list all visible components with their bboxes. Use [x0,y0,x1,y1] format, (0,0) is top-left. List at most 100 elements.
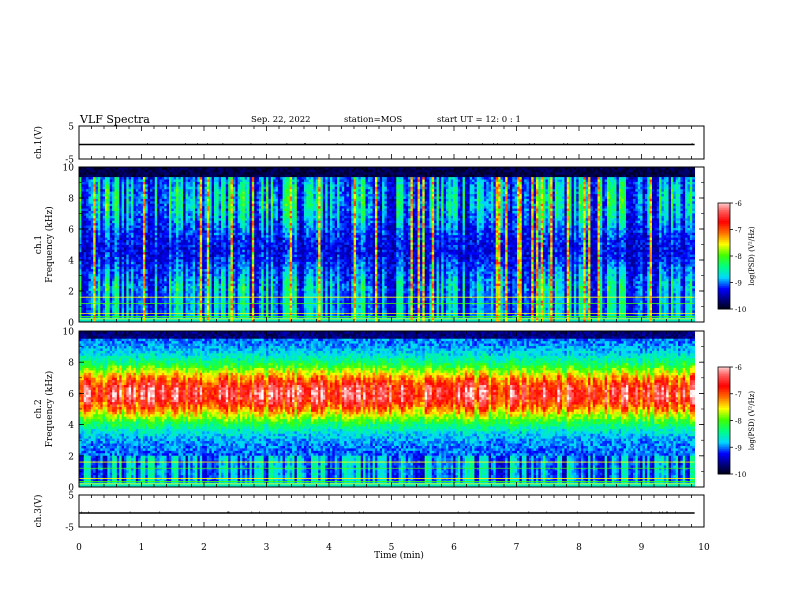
spectrogram-cell [164,179,168,182]
spectrogram-cell [102,208,106,211]
spectrogram-cell [119,261,123,265]
spectrogram-cell [202,295,205,299]
spectrogram-cell [173,200,177,204]
spectrogram-cell [173,305,177,308]
spectrogram-cell [79,273,82,277]
spectrogram-cell [242,198,246,202]
spectrogram-cell [166,261,170,265]
spectrogram-cell [123,302,127,306]
spectrogram-cell [249,307,253,311]
spectrogram-cell [119,171,123,175]
spectrogram-cell [223,263,227,267]
spectrogram-cell [244,261,248,265]
spectrogram-cell [180,295,184,299]
spectrogram-cell [164,205,168,209]
spectrogram-cell [112,251,115,255]
spectrogram-cell [126,237,130,241]
spectrogram-cell [97,171,101,175]
spectrogram-cell [154,266,158,270]
spectrogram-cell [138,263,141,267]
spectrogram-cell [183,288,186,291]
spectrogram-cell [256,302,260,306]
spectrogram-cell [247,288,250,291]
spectrogram-cell [107,273,111,277]
spectrogram-cell [145,174,149,178]
spectrogram-cell [95,263,99,267]
spectrogram-cell [192,203,196,207]
spectrogram-cell [86,244,89,248]
spectrogram-cell [133,319,137,323]
spectrogram-cell [157,275,160,279]
spectrogram-cell [242,307,246,311]
spectrogram-cell [178,275,182,279]
spectrogram-cell [213,229,217,233]
spectrogram-cell [135,217,139,221]
spectrogram-cell [140,266,144,270]
spectrogram-cell [204,271,208,274]
spectrogram-cell [159,280,163,284]
spectrogram-cell [240,271,243,274]
spectrogram-cell [237,196,241,199]
spectrogram-cell [199,249,203,253]
spectrogram-cell [93,273,96,277]
spectrogram-cell [251,169,255,173]
spectrogram-cell [183,314,186,318]
spectrogram-cell [242,314,246,318]
spectrogram-cell [164,237,168,241]
spectrogram-cell [176,193,179,197]
spectrogram-cell [237,220,241,224]
spectrogram-cell [150,217,153,221]
spectrogram-cell [159,239,163,243]
spectrogram-cell [93,217,96,221]
spectrogram-cell [138,215,141,219]
spectrogram-cell [93,203,96,207]
spectrogram-cell [235,210,239,214]
spectrogram-cell [225,261,229,265]
spectrogram-cell [237,295,241,299]
spectrogram-cell [135,198,139,202]
spectrogram-cell [121,237,125,241]
spectrogram-cell [176,268,179,272]
spectrogram-cell [247,295,250,299]
spectrogram-cell [195,273,198,277]
spectrogram-cell [159,188,163,192]
spectrogram-cell [171,307,175,311]
spectrogram-cell [83,305,87,308]
spectrogram-cell [83,246,87,250]
spectrogram-cell [237,305,241,308]
spectrogram-cell [211,196,215,199]
spectrogram-cell [216,246,220,250]
spectrogram-cell [81,302,85,306]
spectrogram-cell [168,261,172,265]
spectrogram-cell [145,196,149,199]
spectrogram-cell [100,266,104,270]
spectrogram-cell [116,288,120,291]
spectrogram-cell [119,242,123,245]
spectrogram-cell [221,295,224,299]
spectrogram-cell [138,196,141,199]
spectrogram-cell [128,210,132,214]
spectrogram-cell [197,259,201,262]
spectrogram-cell [235,232,239,236]
spectrogram-cell [242,263,246,267]
spectrogram-cell [209,217,212,221]
spectrogram-cell [249,268,253,272]
spectrogram-cell [199,217,203,221]
spectrogram-cell [133,186,137,190]
spectrogram-cell [187,181,191,185]
spectrogram-cell [190,309,194,313]
spectrogram-cell [213,309,217,313]
spectrogram-cell [100,280,104,284]
spectrogram-cell [183,176,186,180]
spectrogram-cell [159,225,163,228]
spectrogram-cell [240,259,243,262]
spectrogram-cell [211,254,215,258]
spectrogram-cell [242,222,246,226]
spectrogram-cell [256,300,260,304]
spectrogram-cell [131,234,134,238]
spectrogram-cell [126,251,130,255]
spectrogram-cell [140,229,144,233]
spectrogram-cell [166,302,170,306]
spectrogram-cell [81,205,85,209]
spectrogram-cell [197,300,201,304]
